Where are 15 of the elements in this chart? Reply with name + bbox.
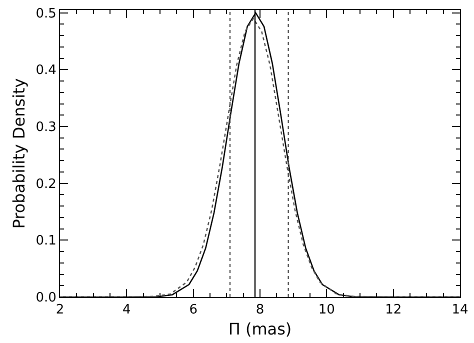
y-tick-label: 0.4 — [36, 63, 56, 78]
x-tick-label: 4 — [122, 302, 131, 318]
x-tick-label: 10 — [318, 302, 335, 318]
x-tick-label: 14 — [452, 302, 468, 318]
x-tick-label: 12 — [385, 302, 402, 318]
x-axis-title: Π (mas) — [228, 319, 292, 338]
y-axis-title: Probability Density — [10, 78, 29, 229]
y-tick-label: 0.5 — [36, 6, 56, 22]
y-tick-label: 0.1 — [36, 234, 56, 249]
y-tick-label: 0.3 — [36, 120, 56, 136]
y-tick-label: 0.0 — [36, 290, 56, 306]
y-tick-label: 0.2 — [36, 176, 56, 192]
x-tick-label: 8 — [256, 302, 264, 318]
x-tick-label: 2 — [56, 302, 64, 318]
x-tick-label: 6 — [189, 302, 198, 318]
